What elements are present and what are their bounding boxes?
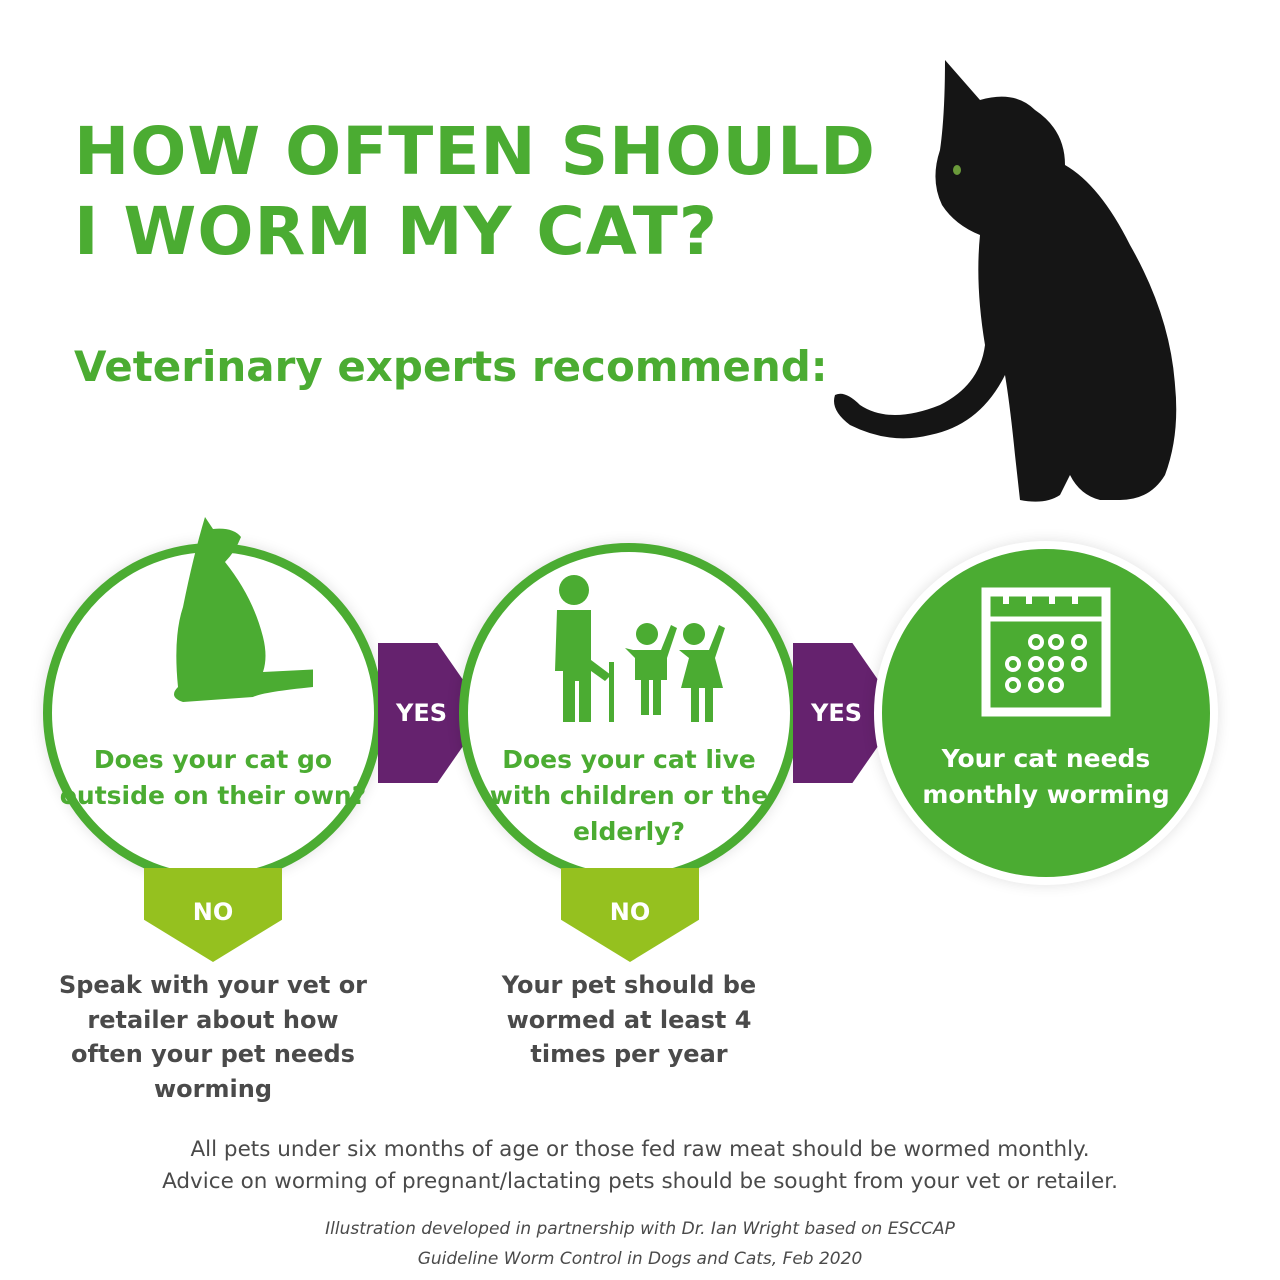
credit-line: Illustration developed in partnership wi…: [325, 1219, 955, 1239]
question-text: Does your cat live with children or the …: [489, 745, 769, 846]
result-text: Your cat needs monthly worming: [922, 744, 1170, 809]
note-line: Advice on worming of pregnant/lactating …: [162, 1169, 1118, 1194]
page-title: HOW OFTEN SHOULD I WORM MY CAT?: [74, 112, 876, 272]
no-label: NO: [609, 898, 651, 926]
note-line: All pets under six months of age or thos…: [190, 1137, 1090, 1162]
no-outcome-text: Speak with your vet or retailer about ho…: [58, 971, 368, 1103]
result-circle-monthly: Your cat needs monthly worming: [874, 541, 1218, 885]
no-arrow: NO: [561, 868, 699, 962]
cat-silhouette-icon: [174, 517, 313, 702]
question-circle-household: Does your cat live with children or the …: [459, 543, 799, 883]
yes-label: YES: [396, 699, 448, 727]
subtitle: Veterinary experts recommend:: [74, 342, 828, 391]
elderly-and-children-icon: [555, 575, 725, 722]
title-line: HOW OFTEN SHOULD: [74, 113, 876, 190]
question-circle-outside: Does your cat go outside on their own?: [43, 517, 383, 883]
credit: Illustration developed in partnership wi…: [0, 1214, 1280, 1274]
yes-label: YES: [811, 699, 863, 727]
credit-line: Guideline Worm Control in Dogs and Cats,…: [417, 1249, 863, 1269]
question-text: Does your cat go outside on their own?: [59, 745, 367, 810]
black-cat-photo: [834, 60, 1177, 502]
title-line: I WORM MY CAT?: [74, 193, 719, 270]
no-arrow: NO: [144, 868, 282, 962]
footnote: All pets under six months of age or thos…: [0, 1134, 1280, 1198]
calendar-icon: [981, 587, 1111, 717]
no-label: NO: [192, 898, 234, 926]
no-outcome-text: Your pet should be wormed at least 4 tim…: [501, 971, 757, 1068]
